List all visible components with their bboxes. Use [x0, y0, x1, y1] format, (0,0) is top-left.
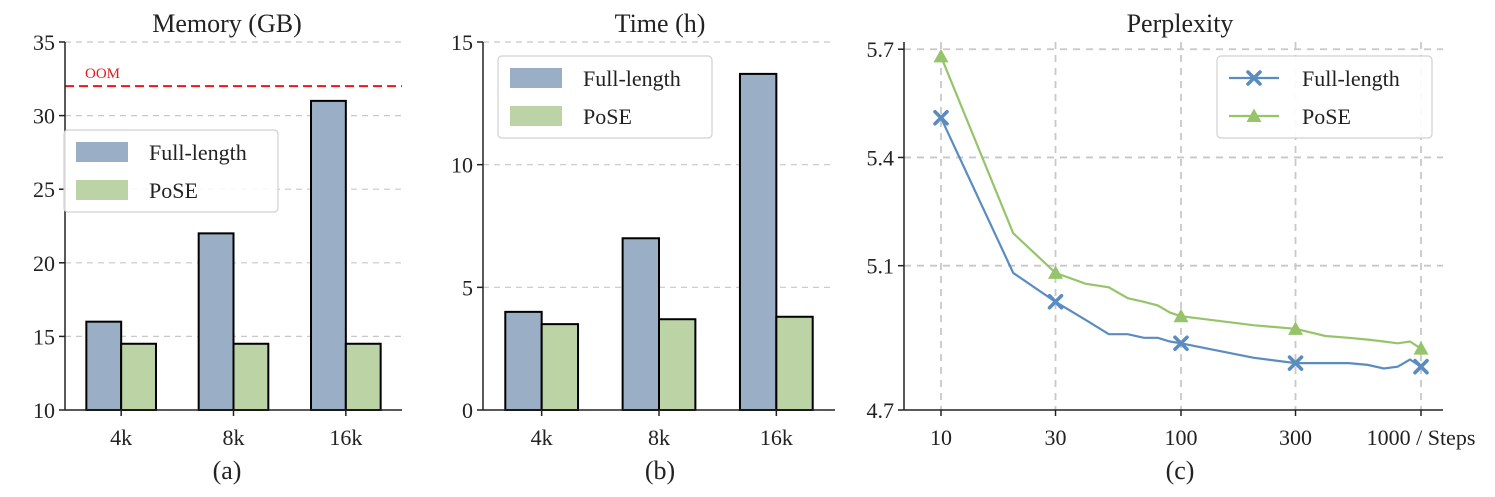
perplexity-marker-full-length	[1287, 355, 1304, 371]
perplexity-xtick-label: 30	[1045, 425, 1067, 450]
time-bar-pose-8k	[658, 318, 697, 411]
perplexity-xtick-label: 10	[930, 425, 952, 450]
oom-label: OOM	[85, 66, 120, 82]
memory-ytick-label: 25	[33, 177, 55, 202]
time-xtick-label: 4k	[531, 425, 553, 450]
memory-bar-full-length-16k	[310, 99, 347, 411]
time-ytick-label: 10	[451, 153, 473, 178]
memory-bar-pose-4k	[120, 342, 157, 412]
time-bar-full-length-16k	[738, 72, 778, 411]
time-ytick-label: 5	[462, 275, 473, 300]
memory-bar-full-length-8k	[197, 232, 235, 411]
memory-ytick-label: 30	[33, 104, 55, 129]
perplexity-chart: Perplexity 10 30 100 300 1000 / Steps 4.7 5.1 5…	[867, 9, 1476, 485]
perplexity-ytick-label: 5.7	[867, 37, 895, 62]
time-legend-label: Full-length	[583, 66, 681, 91]
perplexity-legend-marker-x	[1246, 70, 1262, 86]
perplexity-legend-marker-triangle	[1246, 108, 1262, 122]
panel-label-c: (c)	[1166, 456, 1195, 485]
memory-legend-swatch-pose	[76, 180, 128, 200]
perplexity-ytick-label: 4.7	[867, 398, 895, 423]
memory-ytick-label: 20	[33, 251, 55, 276]
time-bar-full-length-8k	[621, 237, 660, 411]
perplexity-xtick-label: 100	[1165, 425, 1198, 450]
perplexity-ytick-label: 5.1	[867, 254, 895, 279]
memory-ytick-label: 15	[33, 324, 55, 349]
perplexity-chart-title: Perplexity	[1127, 9, 1234, 38]
time-ytick-label: 0	[462, 398, 473, 423]
memory-bar-full-length-4k	[85, 320, 123, 411]
perplexity-marker-full-length	[1173, 335, 1189, 352]
perplexity-xtick-label: 1000 / Steps	[1367, 425, 1476, 450]
perplexity-marker-full-length	[1047, 293, 1064, 310]
perplexity-marker-full-length	[933, 109, 949, 126]
perplexity-marker-pose	[1288, 321, 1304, 335]
memory-chart-title: Memory (GB)	[152, 9, 301, 38]
panel-label-b: (b)	[645, 456, 675, 485]
memory-xtick-label: 8k	[223, 425, 245, 450]
perplexity-ytick-label: 5.4	[867, 145, 895, 170]
memory-bar-pose-16k	[344, 342, 382, 412]
time-chart-title: Time (h)	[615, 9, 706, 38]
panel-label-a: (a)	[213, 456, 242, 485]
time-chart: Time (h) 0 5 10 15 4k 8k 16k Full-length PoSE (…	[451, 9, 835, 485]
perplexity-marker-pose	[1173, 308, 1189, 323]
time-xtick-label: 16k	[760, 425, 793, 450]
memory-ytick-label: 35	[33, 30, 55, 55]
time-legend-swatch-full-length	[510, 68, 562, 88]
memory-legend-swatch-full-length	[76, 142, 128, 162]
time-xtick-label: 8k	[648, 425, 670, 450]
memory-bar-pose-8k	[232, 342, 270, 412]
time-bar-pose-16k	[775, 315, 814, 412]
perplexity-xtick-label: 300	[1279, 425, 1312, 450]
memory-chart: Memory (GB) OOM 10 15 20 25 30 35 4k 8k 16k Full…	[33, 9, 402, 485]
perplexity-legend-label: PoSE	[1302, 104, 1351, 129]
time-bar-full-length-4k	[504, 310, 543, 411]
memory-xtick-label: 16k	[329, 425, 362, 450]
perplexity-legend-label: Full-length	[1302, 66, 1400, 91]
perplexity-marker-pose	[1413, 341, 1429, 355]
perplexity-marker-full-length	[1413, 358, 1429, 375]
perplexity-legend-box	[1216, 55, 1433, 139]
time-legend-label: PoSE	[583, 104, 632, 129]
memory-legend-label: Full-length	[149, 140, 247, 165]
memory-ytick-label: 10	[33, 398, 55, 423]
perplexity-marker-pose	[1048, 265, 1064, 279]
memory-legend-label: PoSE	[149, 178, 198, 203]
time-ytick-label: 15	[451, 30, 473, 55]
perplexity-marker-pose	[933, 48, 949, 63]
time-legend-swatch-pose	[510, 106, 562, 126]
time-bar-pose-4k	[540, 323, 580, 411]
memory-xtick-label: 4k	[110, 425, 132, 450]
